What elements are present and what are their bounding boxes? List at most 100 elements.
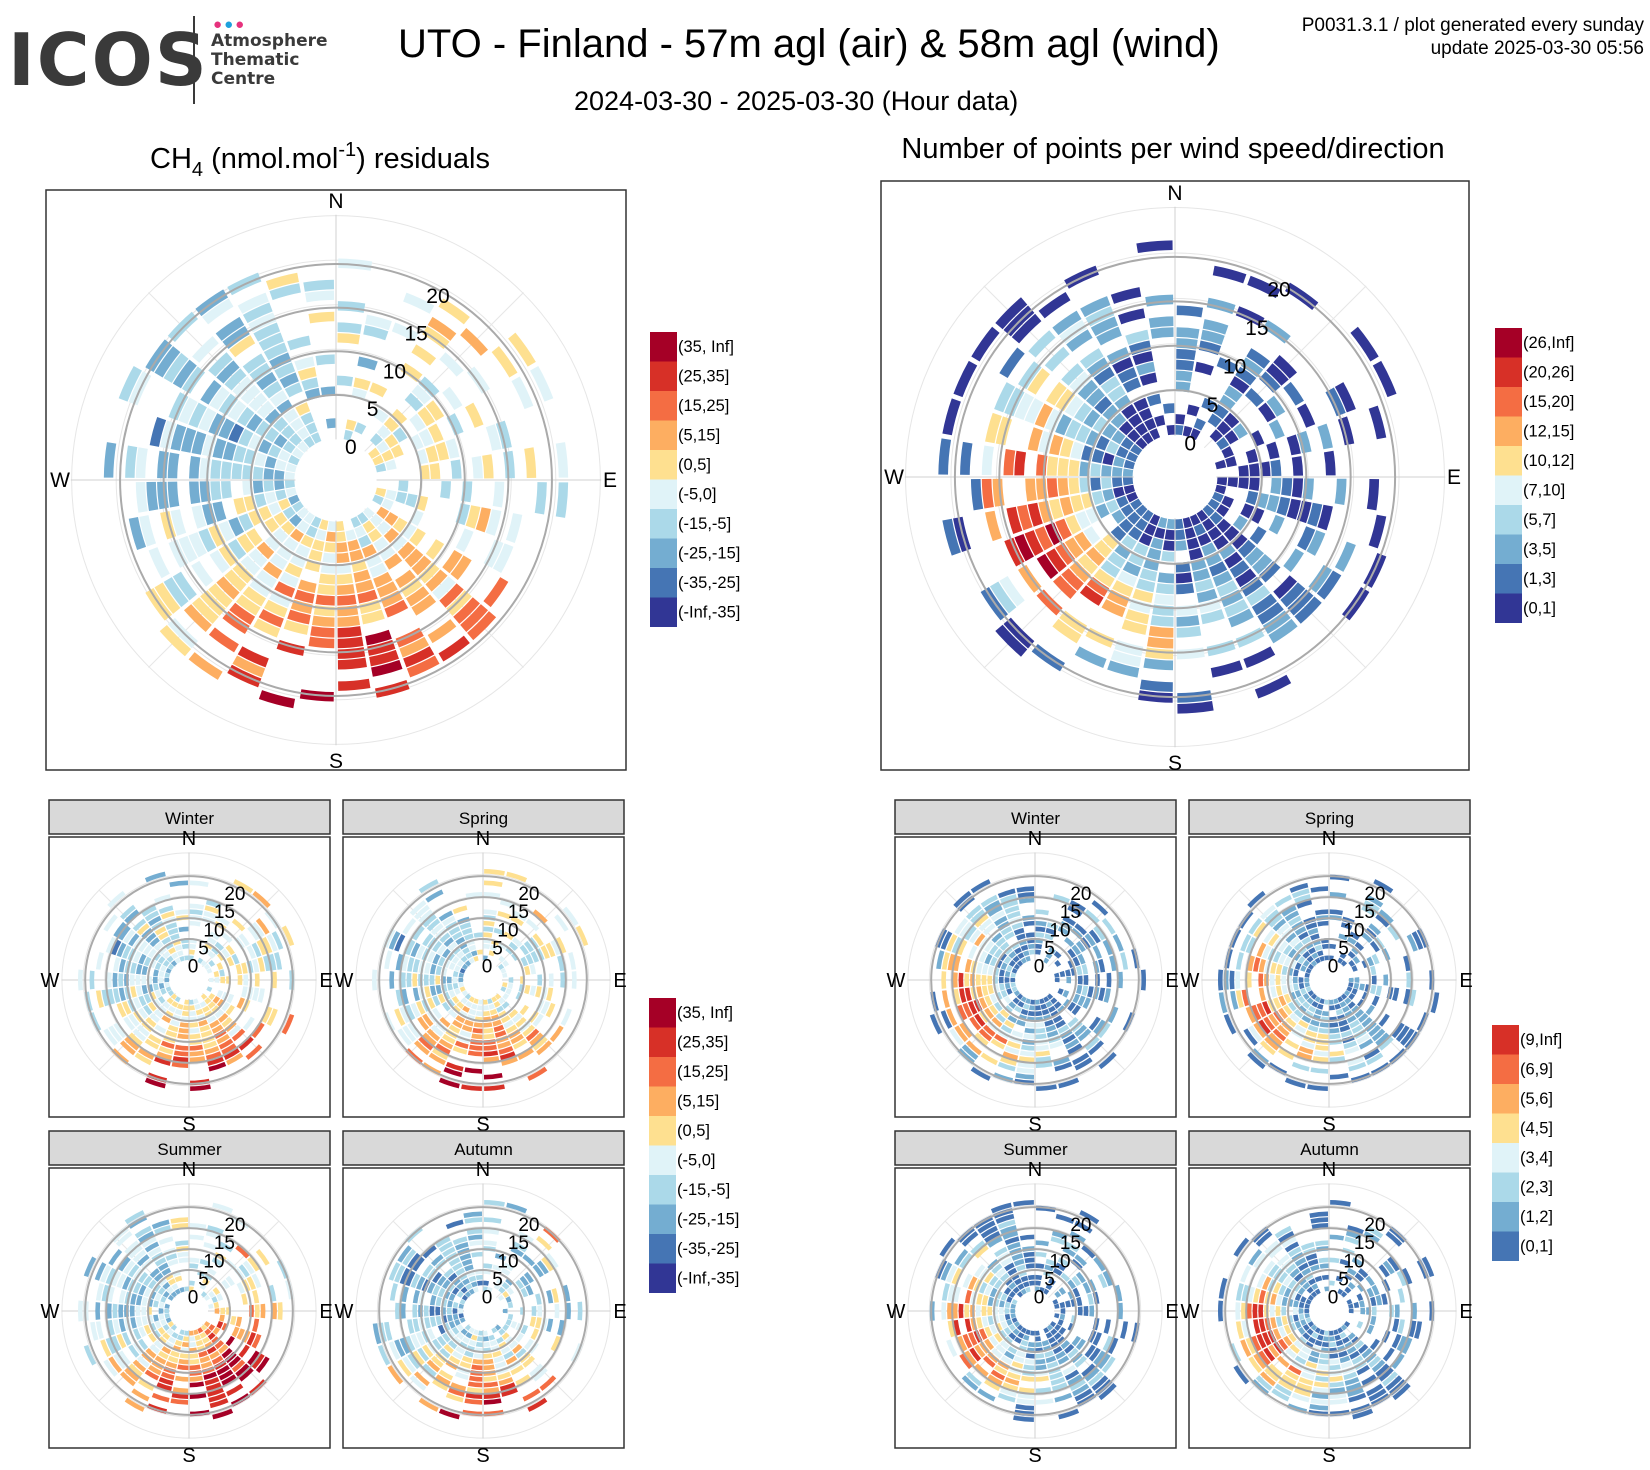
data-cell <box>483 577 509 608</box>
speed-ring <box>126 1248 252 1374</box>
data-cell <box>1241 1302 1246 1320</box>
data-cell <box>467 611 497 641</box>
data-cell <box>1314 1008 1323 1016</box>
logo-subtitle: Atmosphere Thematic Centre <box>211 32 328 89</box>
data-cell <box>353 569 371 583</box>
data-cell <box>1307 1294 1314 1301</box>
data-cell <box>153 969 159 977</box>
data-cell <box>218 418 235 440</box>
data-cell <box>1289 937 1300 947</box>
data-cell <box>1054 972 1060 978</box>
data-cell <box>1366 894 1384 908</box>
data-cell <box>464 1019 474 1027</box>
data-cell <box>1298 1350 1309 1360</box>
data-cell <box>1291 478 1304 498</box>
legend-swatch <box>1492 1202 1519 1232</box>
data-cell <box>1054 1392 1073 1403</box>
radial-tick-label: 0 <box>188 957 199 978</box>
data-cell <box>1013 1200 1034 1207</box>
data-cell <box>460 1328 468 1336</box>
data-cell <box>1157 516 1168 529</box>
data-cell <box>1275 974 1281 986</box>
data-cell <box>269 553 288 570</box>
data-cell <box>957 1335 968 1352</box>
data-cell <box>263 342 288 361</box>
data-cell <box>248 509 263 526</box>
legend-swatch <box>649 1027 676 1057</box>
data-cell <box>139 515 157 547</box>
data-cell <box>416 945 426 959</box>
data-cell <box>1272 1028 1287 1042</box>
data-cell <box>1371 1028 1386 1042</box>
data-cell <box>251 1273 262 1289</box>
radial-tick-label: 5 <box>492 939 503 960</box>
data-cell <box>1196 588 1218 603</box>
data-cell <box>1166 424 1175 436</box>
data-cell <box>987 965 994 976</box>
data-cell <box>182 366 206 394</box>
data-cell <box>1125 329 1150 345</box>
data-cell <box>1018 564 1042 593</box>
data-cell <box>95 990 104 1009</box>
data-cell <box>138 1284 147 1296</box>
data-cell <box>1337 996 1344 1003</box>
data-cell <box>1283 548 1304 573</box>
data-cell <box>228 1355 242 1368</box>
data-cell <box>501 1387 518 1397</box>
inner-hole <box>295 439 377 521</box>
data-cell <box>1368 405 1387 440</box>
data-cell <box>1035 920 1047 927</box>
data-cell <box>1186 404 1200 417</box>
data-cell <box>167 963 174 970</box>
data-cell <box>529 964 537 975</box>
data-cell <box>1286 498 1301 520</box>
data-cell <box>1401 1337 1413 1355</box>
data-cell <box>1020 996 1027 1003</box>
data-cell <box>1214 484 1227 495</box>
data-cell <box>172 359 197 389</box>
legend-swatch <box>1495 593 1522 623</box>
data-cell <box>1297 526 1316 551</box>
data-cell <box>1268 1344 1280 1358</box>
data-cell <box>1025 1353 1035 1359</box>
data-cell <box>1148 625 1174 638</box>
counts-legend: (26,Inf](20,26](15,20](12,15](10,12](7,1… <box>1495 328 1574 623</box>
data-cell <box>164 972 170 978</box>
data-cell <box>1141 432 1154 445</box>
data-cell <box>498 1286 506 1294</box>
data-cell <box>1344 1321 1351 1328</box>
data-cell <box>251 1022 265 1039</box>
data-cell <box>1216 518 1232 534</box>
data-cell <box>1347 1225 1364 1235</box>
legend-label: (12,15] <box>1523 423 1574 441</box>
data-cell <box>216 1033 230 1045</box>
data-cell <box>363 507 375 519</box>
data-cell <box>483 1240 497 1247</box>
facet-strip <box>342 799 625 835</box>
data-cell <box>1243 646 1276 669</box>
legend-swatch <box>1492 1113 1519 1143</box>
data-cell <box>365 629 392 646</box>
data-cell <box>1006 1319 1013 1326</box>
data-cell <box>1035 1056 1052 1063</box>
data-cell <box>161 1267 172 1276</box>
data-cell <box>1319 1263 1329 1269</box>
data-cell <box>108 1249 123 1266</box>
compass-e-label: E <box>1459 1301 1472 1323</box>
data-cell <box>107 890 126 908</box>
data-cell <box>165 986 172 993</box>
legend-swatch <box>1495 446 1522 476</box>
data-cell <box>536 1040 552 1056</box>
legend-swatch <box>649 1204 676 1234</box>
data-cell <box>383 416 400 433</box>
data-cell <box>118 973 124 987</box>
data-cell <box>370 433 383 446</box>
data-cell <box>503 1019 514 1029</box>
data-cell <box>1146 547 1162 561</box>
data-cell <box>953 988 961 1005</box>
data-cell <box>173 1050 189 1057</box>
data-cell <box>1258 1019 1271 1035</box>
data-cell <box>1281 478 1293 497</box>
data-cell <box>1268 1245 1283 1259</box>
data-cell <box>394 933 406 952</box>
